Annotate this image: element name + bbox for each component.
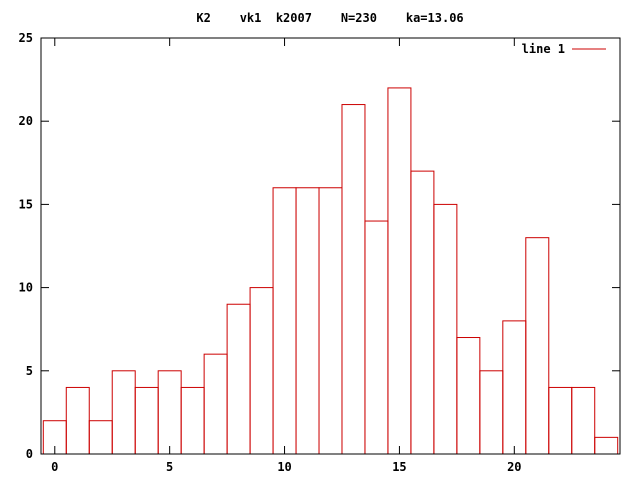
bar-7 [203, 353, 228, 455]
chart-title: K2 vk1 k2007 N=230 ka=13.06 [196, 11, 463, 25]
plot-frame [40, 37, 621, 455]
bar-14 [364, 220, 389, 455]
y-tick-label: 10 [19, 281, 33, 295]
bar-24 [594, 436, 619, 455]
legend-label: line 1 [522, 42, 565, 56]
bars-layer [42, 87, 619, 455]
y-tick-label: 25 [19, 31, 33, 45]
bar-8 [226, 303, 251, 455]
x-tick-label: 0 [51, 460, 58, 474]
bar-19 [479, 370, 504, 455]
x-tick-label: 10 [277, 460, 291, 474]
y-tick-label: 5 [26, 364, 33, 378]
bar-15 [387, 87, 412, 455]
legend: line 1 [522, 42, 606, 56]
bar-18 [456, 337, 481, 455]
bar-22 [548, 386, 573, 455]
bar-6 [180, 386, 205, 455]
bar-5 [157, 370, 182, 455]
bar-16 [410, 170, 435, 455]
x-tick-label: 5 [166, 460, 173, 474]
bar-21 [525, 237, 550, 455]
bar-23 [571, 386, 596, 455]
bar-11 [295, 187, 320, 455]
x-tick-label: 15 [392, 460, 406, 474]
bar-20 [502, 320, 527, 455]
bar-4 [134, 386, 159, 455]
bar-17 [433, 203, 458, 455]
ticks-layer: 0 5 10 15 20 25 0 5 10 15 20 [19, 31, 620, 474]
bar-1 [65, 386, 90, 455]
bar-9 [249, 287, 274, 455]
bar-3 [111, 370, 136, 455]
x-tick-label: 20 [507, 460, 521, 474]
bar-13 [341, 104, 366, 455]
y-tick-label: 0 [26, 447, 33, 461]
bar-12 [318, 187, 343, 455]
bar-10 [272, 187, 297, 455]
y-tick-label: 15 [19, 197, 33, 211]
bar-2 [88, 420, 113, 455]
y-tick-label: 20 [19, 114, 33, 128]
